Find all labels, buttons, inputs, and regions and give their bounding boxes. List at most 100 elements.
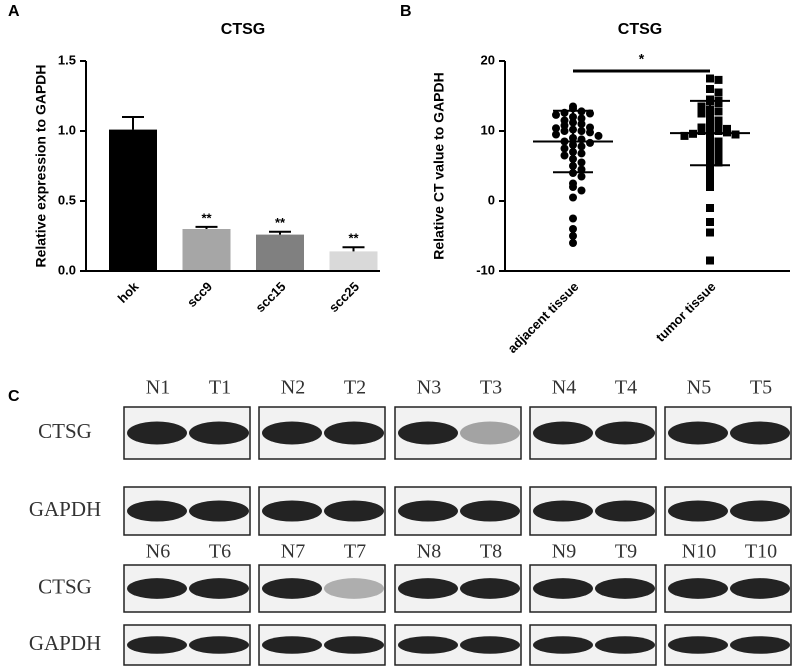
significance-label: ** [275,215,286,230]
blot-band [189,578,249,599]
lane-label: T9 [615,541,637,563]
data-point [697,109,706,118]
bar [182,229,231,271]
row-label: CTSG [38,419,92,443]
data-point [560,144,569,153]
x-tick-label: scc15 [252,279,288,315]
lane-label: T4 [615,377,637,399]
x-tick-label: scc9 [184,279,215,310]
data-point [577,127,586,135]
blot-band [595,578,655,599]
data-point [706,204,714,212]
blot-band [127,636,187,654]
blot-band [127,500,187,522]
data-point [569,225,577,233]
blot-band [595,421,655,445]
blot-band [324,578,384,599]
chart-title: CTSG [618,21,662,38]
data-point [706,228,714,237]
lane-label: N3 [417,377,441,399]
y-tick-label: 0 [488,192,495,207]
x-tick-label: adjacent tissue [505,279,582,356]
lane-label: N7 [281,541,305,563]
y-tick-label: 20 [481,52,495,67]
data-point [714,116,723,125]
data-point [706,176,714,184]
y-tick-label: 10 [481,122,495,137]
data-point [680,131,689,140]
blot-band [189,421,249,445]
data-point [714,107,723,116]
data-point [714,144,723,153]
data-point [714,88,723,97]
lane-label: T2 [344,377,366,399]
panel-label: A [8,3,20,20]
y-tick-label: 1.5 [58,52,76,67]
data-point [560,127,569,135]
data-point [560,121,569,130]
blot-band [595,636,655,654]
panel-label: C [8,388,20,405]
data-point [577,186,586,195]
row-label: CTSG [38,574,92,598]
data-point [586,128,594,137]
blot-band [460,578,520,599]
row-label: GAPDH [29,631,101,655]
lane-label: N5 [687,377,711,399]
data-point [569,239,577,247]
bar [256,234,304,271]
data-point [577,149,586,158]
blot-band [730,636,790,654]
lane-label: N6 [146,541,170,563]
lane-label: T6 [209,541,231,563]
y-tick-label: 0.5 [58,192,76,207]
x-tick-label: hok [115,278,142,305]
y-tick-label: 1.0 [58,122,76,137]
x-tick-label: tumor tissue [653,279,719,345]
blot-band [595,500,655,522]
data-point [714,158,723,167]
y-tick-label: 0.0 [58,262,76,277]
data-point [577,114,586,123]
blot-band [324,421,384,445]
data-point [697,102,706,111]
y-axis-label: Relative expression to GAPDH [33,64,49,267]
row-label: GAPDH [29,497,101,521]
blot-band [324,636,384,654]
data-point [706,256,714,265]
significance-label: ** [201,210,212,225]
data-point [552,124,560,133]
blot-band [262,636,322,654]
blot-band [533,578,593,599]
blot-band [460,636,520,654]
blot-band [189,636,249,654]
lane-label: N8 [417,541,441,563]
blot-band [668,636,728,654]
data-point [577,120,586,128]
data-point [697,127,706,135]
data-point [714,137,723,146]
lane-label: N10 [682,541,716,563]
blot-band [127,578,187,599]
lane-label: T10 [745,541,777,563]
blot-band [730,500,790,522]
blot-band [262,578,322,599]
data-point [714,127,723,135]
y-tick-label: -10 [476,262,495,277]
data-point [706,169,714,177]
blot-band [668,500,728,522]
blot-band [730,578,790,599]
blot-band [398,500,458,522]
blot-band [398,421,458,445]
data-point [552,130,560,139]
blot-band [189,500,249,522]
data-point [714,75,723,84]
data-point [569,183,577,191]
data-point [706,218,714,226]
x-tick-label: scc25 [326,279,362,315]
data-point [706,85,714,93]
data-point [569,232,577,240]
bar [329,251,378,271]
blot-band [460,500,520,522]
